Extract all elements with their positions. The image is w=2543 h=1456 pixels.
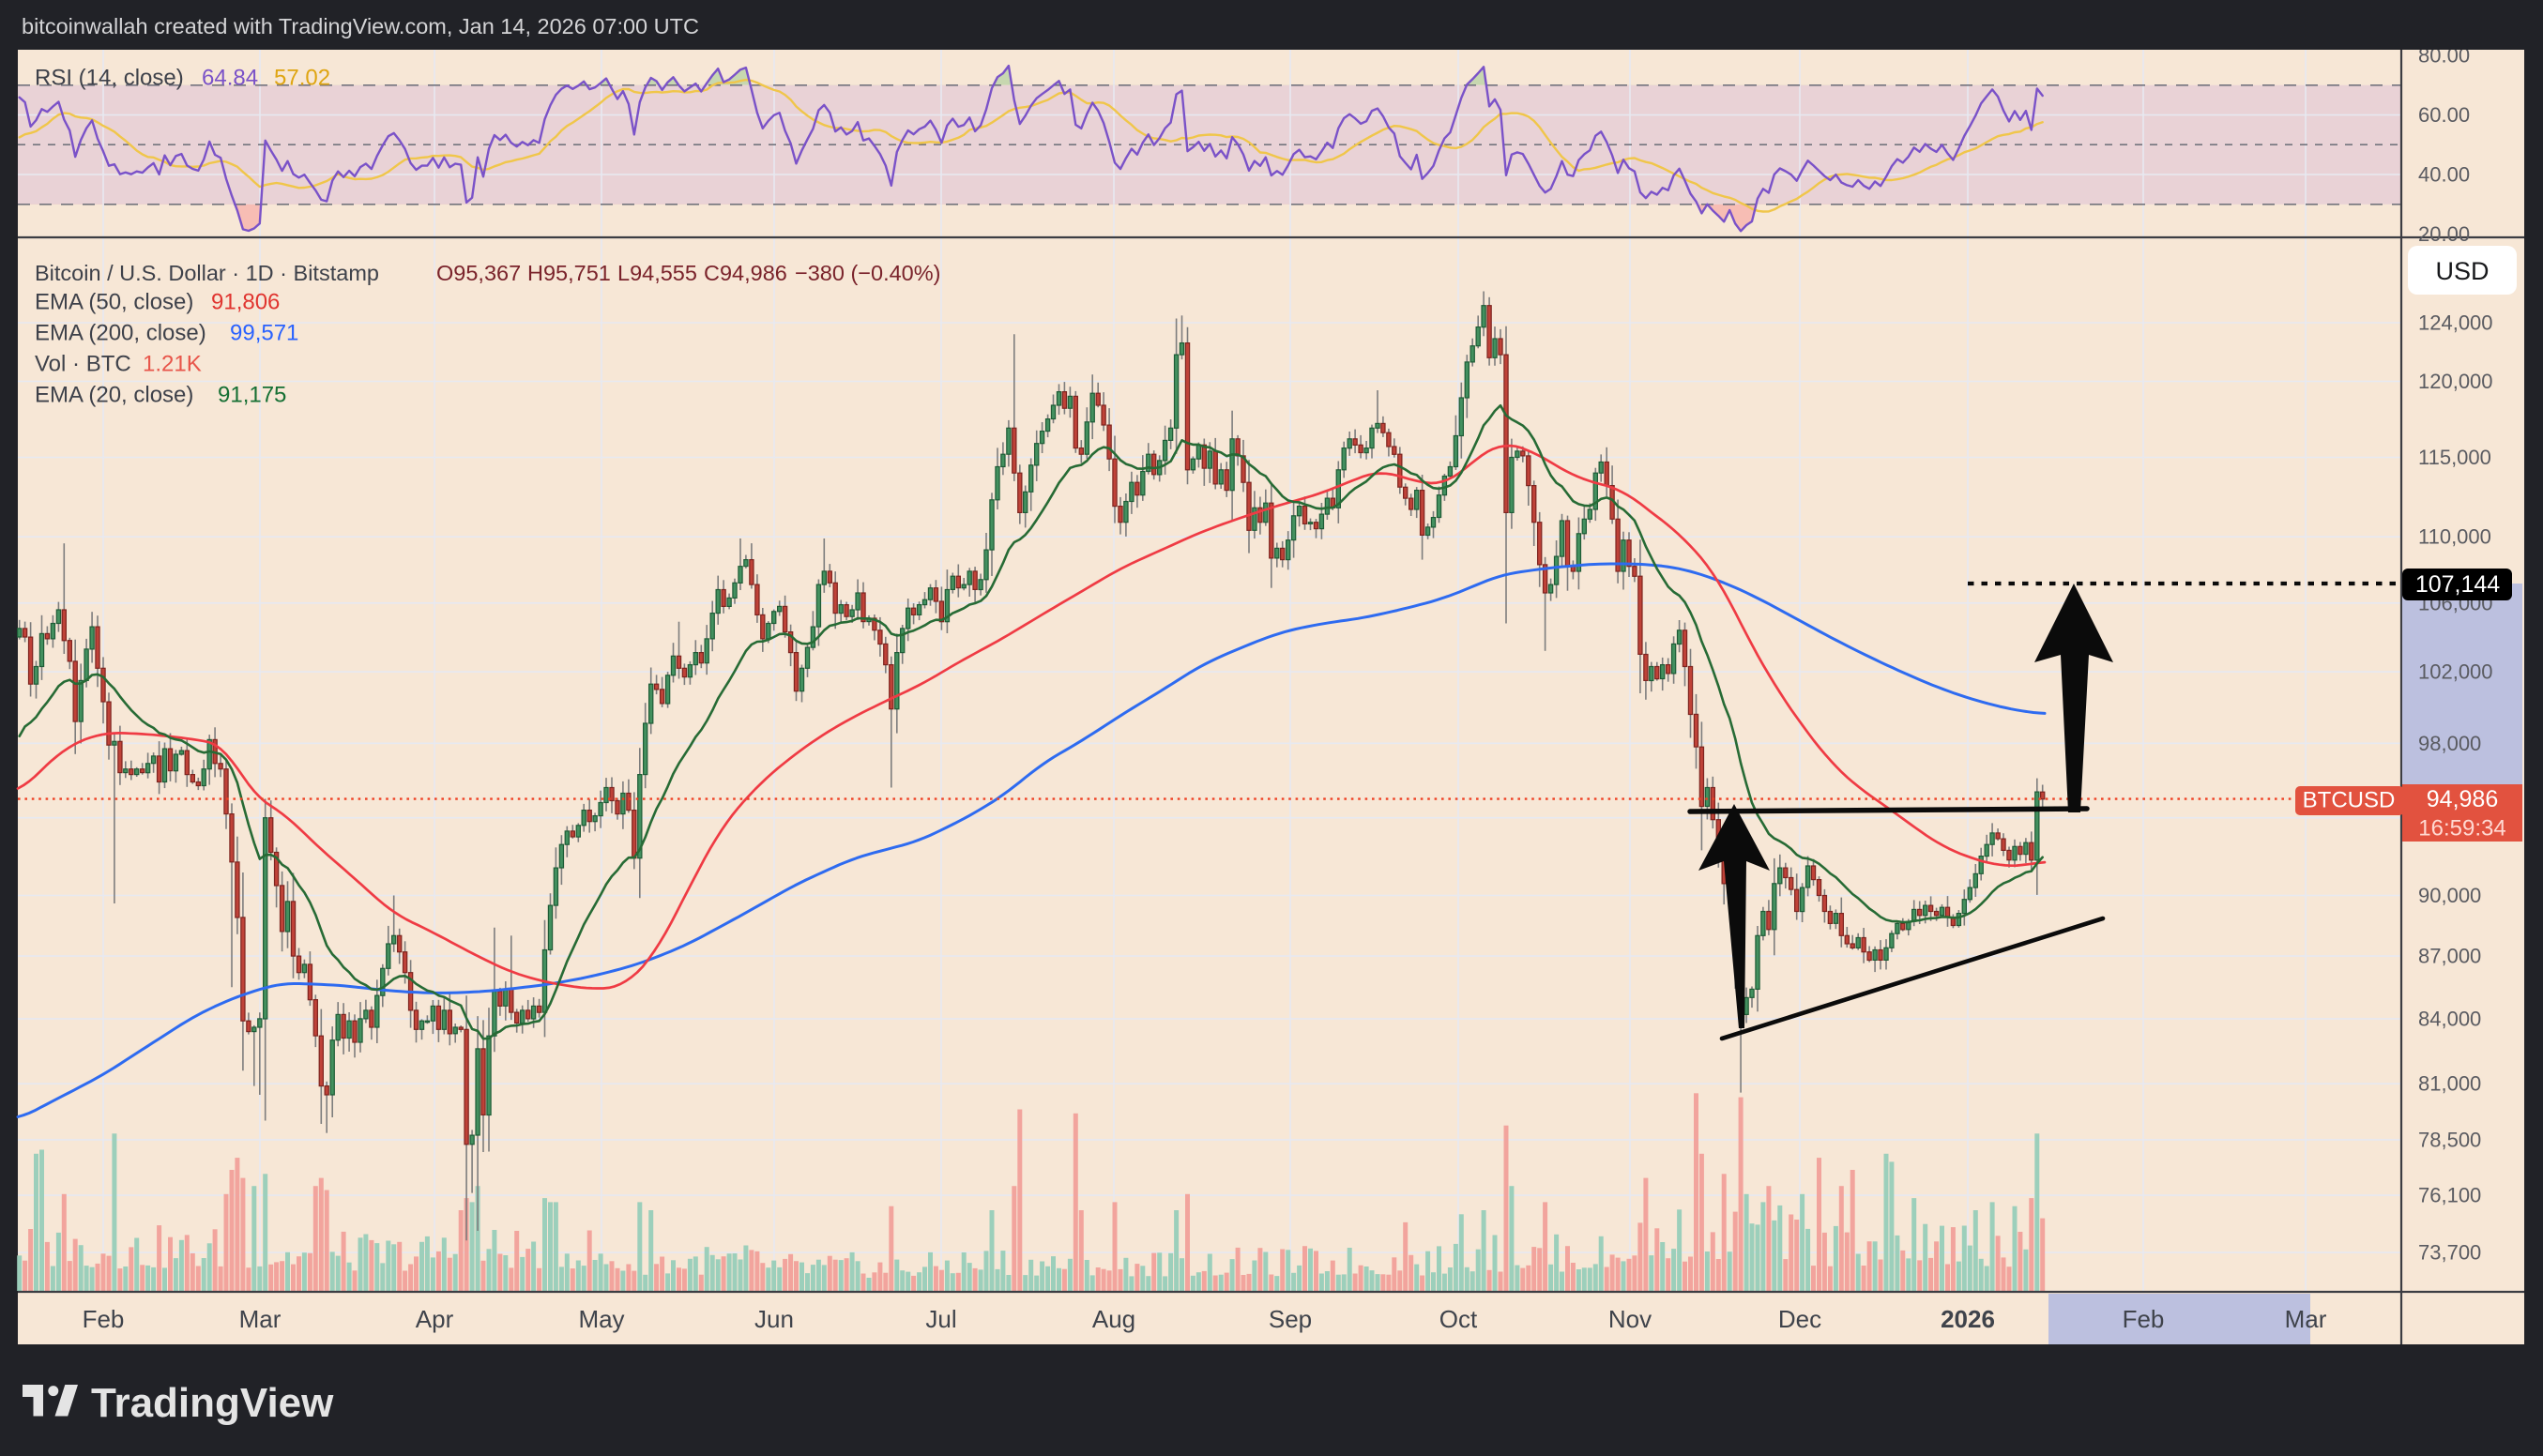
svg-text:H95,751: H95,751 (527, 261, 611, 285)
svg-text:EMA (20, close): EMA (20, close) (35, 383, 193, 408)
svg-text:Feb: Feb (83, 1305, 125, 1333)
svg-text:RSI (14, close): RSI (14, close) (35, 66, 184, 91)
svg-text:20.00: 20.00 (2418, 222, 2470, 246)
svg-text:TradingView: TradingView (91, 1380, 334, 1426)
svg-text:90,000: 90,000 (2418, 884, 2481, 907)
svg-text:O95,367: O95,367 (436, 261, 521, 285)
svg-text:81,000: 81,000 (2418, 1072, 2481, 1096)
svg-text:102,000: 102,000 (2418, 660, 2493, 684)
svg-text:Aug: Aug (1092, 1305, 1135, 1333)
svg-text:98,000: 98,000 (2418, 732, 2481, 755)
svg-text:120,000: 120,000 (2418, 370, 2493, 393)
svg-text:99,571: 99,571 (230, 321, 298, 346)
svg-text:115,000: 115,000 (2418, 446, 2491, 469)
svg-text:2026: 2026 (1941, 1305, 1995, 1333)
svg-text:76,100: 76,100 (2418, 1184, 2481, 1207)
svg-text:Vol · BTC: Vol · BTC (35, 352, 131, 377)
svg-text:87,000: 87,000 (2418, 945, 2481, 968)
svg-text:Feb: Feb (2123, 1305, 2165, 1333)
svg-text:bitcoinwallah created with Tra: bitcoinwallah created with TradingView.c… (22, 14, 699, 38)
svg-text:Mar: Mar (2285, 1305, 2327, 1333)
svg-text:BTCUSD: BTCUSD (2303, 788, 2396, 813)
svg-text:73,700: 73,700 (2418, 1241, 2481, 1265)
svg-text:84,000: 84,000 (2418, 1007, 2481, 1030)
svg-text:Jul: Jul (925, 1305, 956, 1333)
svg-text:40.00: 40.00 (2418, 163, 2470, 187)
svg-text:91,806: 91,806 (211, 290, 280, 315)
svg-text:64.84: 64.84 (202, 66, 258, 91)
svg-text:107,144: 107,144 (2415, 571, 2500, 598)
svg-text:Nov: Nov (1608, 1305, 1652, 1333)
svg-text:C94,986: C94,986 (704, 261, 787, 285)
svg-text:91,175: 91,175 (218, 383, 286, 408)
svg-text:78,500: 78,500 (2418, 1128, 2481, 1151)
svg-text:60.00: 60.00 (2418, 103, 2470, 127)
svg-text:16:59:34: 16:59:34 (2418, 816, 2505, 842)
svg-text:1.21K: 1.21K (143, 352, 202, 377)
svg-text:−380 (−0.40%): −380 (−0.40%) (795, 261, 940, 285)
svg-text:Mar: Mar (239, 1305, 282, 1333)
svg-text:EMA (200, close): EMA (200, close) (35, 321, 206, 346)
svg-text:Dec: Dec (1778, 1305, 1821, 1333)
svg-text:Oct: Oct (1439, 1305, 1478, 1333)
svg-text:L94,555: L94,555 (617, 261, 697, 285)
svg-text:Bitcoin / U.S. Dollar · 1D · B: Bitcoin / U.S. Dollar · 1D · Bitstamp (35, 261, 379, 285)
svg-text:57.02: 57.02 (274, 66, 330, 91)
svg-text:Jun: Jun (754, 1305, 794, 1333)
svg-text:Sep: Sep (1269, 1305, 1312, 1333)
svg-text:EMA (50, close): EMA (50, close) (35, 290, 193, 315)
svg-text:110,000: 110,000 (2418, 525, 2491, 549)
svg-text:124,000: 124,000 (2418, 311, 2493, 335)
svg-text:USD: USD (2435, 257, 2489, 285)
svg-text:May: May (578, 1305, 624, 1333)
svg-text:Apr: Apr (416, 1305, 454, 1333)
svg-text:94,986: 94,986 (2427, 786, 2498, 812)
